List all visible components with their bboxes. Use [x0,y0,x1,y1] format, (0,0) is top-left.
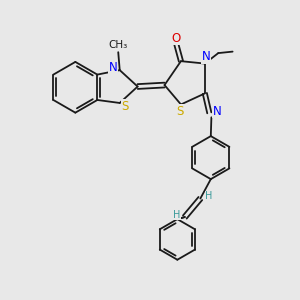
Text: S: S [122,100,129,113]
Text: N: N [212,105,221,118]
Text: H: H [205,191,212,201]
Text: N: N [202,50,211,64]
Text: H: H [173,210,180,220]
Text: N: N [109,61,118,74]
Text: O: O [171,32,181,45]
Text: S: S [176,104,183,118]
Text: CH₃: CH₃ [109,40,128,50]
